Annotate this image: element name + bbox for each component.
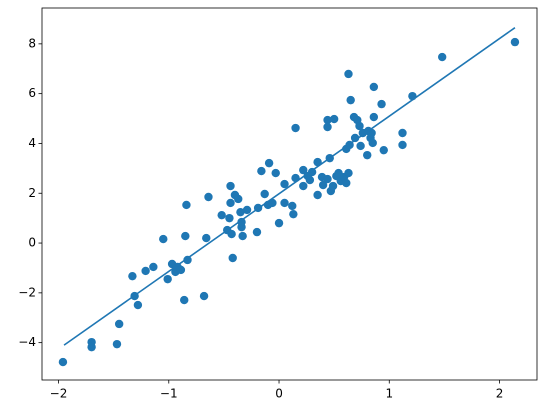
- point: [180, 295, 189, 305]
- point: [252, 227, 262, 237]
- point: [227, 229, 236, 239]
- point: [356, 141, 365, 151]
- point: [288, 201, 297, 211]
- point: [280, 179, 289, 189]
- y-tick-label: 2: [28, 186, 36, 200]
- y-tick-label: −2: [18, 285, 36, 299]
- point: [133, 300, 143, 310]
- point: [226, 198, 235, 208]
- y-tick-label: 8: [28, 36, 36, 50]
- point: [510, 37, 520, 47]
- point: [217, 210, 226, 220]
- point: [236, 207, 245, 217]
- point: [323, 122, 332, 132]
- point: [238, 231, 247, 241]
- x-tick-label: −2: [50, 387, 68, 401]
- point: [368, 138, 377, 148]
- point: [344, 168, 353, 178]
- point: [377, 99, 386, 109]
- x-tick-label: 2: [496, 387, 504, 401]
- point: [323, 174, 332, 184]
- point: [176, 265, 186, 275]
- point: [228, 253, 237, 263]
- point: [204, 192, 213, 202]
- point: [346, 95, 355, 105]
- point: [114, 319, 124, 329]
- point: [355, 121, 364, 131]
- point: [299, 165, 308, 175]
- point: [318, 180, 328, 190]
- point: [323, 115, 332, 125]
- point: [128, 271, 137, 281]
- point: [264, 158, 274, 168]
- point: [344, 69, 353, 79]
- point: [257, 166, 266, 176]
- x-tick-label: 0: [275, 387, 283, 401]
- point: [313, 190, 322, 200]
- point: [141, 266, 150, 276]
- point: [289, 209, 298, 219]
- point: [379, 145, 388, 155]
- y-tick-label: 0: [28, 236, 36, 250]
- point: [280, 198, 289, 208]
- point: [183, 255, 192, 265]
- point: [274, 218, 284, 228]
- point: [159, 234, 168, 244]
- point: [237, 217, 246, 227]
- point: [260, 189, 269, 199]
- point: [328, 181, 338, 191]
- point: [163, 274, 172, 284]
- x-tick-label: 1: [385, 387, 393, 401]
- y-tick-label: 4: [28, 136, 36, 150]
- fit-line: [63, 27, 516, 346]
- point: [299, 181, 308, 191]
- point: [226, 181, 235, 191]
- point: [437, 52, 447, 62]
- point: [234, 194, 243, 204]
- y-tick-label: 6: [28, 86, 36, 100]
- point: [369, 112, 379, 122]
- point: [291, 123, 300, 133]
- point: [225, 213, 234, 223]
- point: [181, 231, 190, 241]
- point: [305, 175, 315, 185]
- point: [350, 133, 360, 143]
- point: [112, 339, 122, 349]
- y-tick-label: −4: [18, 335, 36, 349]
- point: [87, 342, 96, 352]
- point: [242, 205, 252, 215]
- x-tick-label: −1: [160, 387, 178, 401]
- point: [369, 82, 379, 92]
- point: [202, 233, 211, 243]
- axes-frame: [41, 7, 538, 381]
- point: [342, 178, 351, 188]
- point: [58, 357, 68, 367]
- point: [199, 291, 209, 301]
- point: [149, 262, 158, 272]
- point: [398, 140, 407, 150]
- point: [363, 150, 372, 160]
- point: [271, 168, 280, 178]
- point: [182, 200, 191, 210]
- point: [398, 128, 407, 138]
- point: [329, 114, 339, 124]
